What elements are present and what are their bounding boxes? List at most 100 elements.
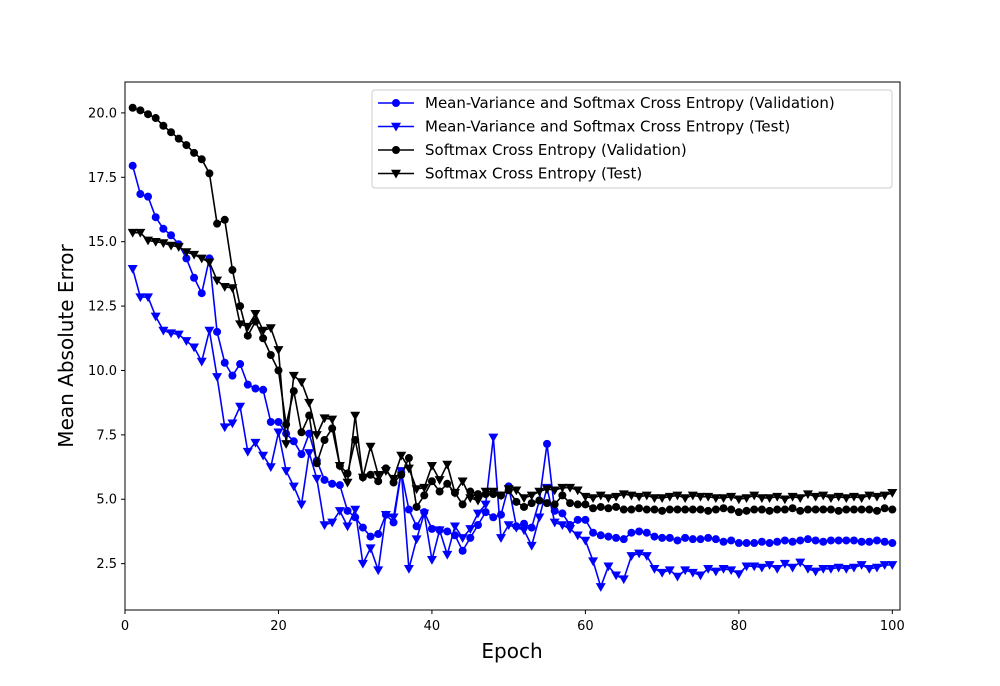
data-point: [680, 494, 691, 503]
data-point: [856, 561, 867, 570]
data-point: [780, 505, 789, 514]
data-point: [173, 330, 184, 340]
data-point: [511, 523, 522, 533]
data-point: [641, 491, 652, 501]
data-point: [412, 502, 421, 511]
data-point: [773, 537, 782, 546]
data-point: [688, 535, 697, 544]
data-point: [304, 449, 315, 458]
data-point: [802, 490, 813, 500]
data-point: [527, 499, 536, 508]
data-point: [182, 254, 191, 263]
data-point: [419, 483, 430, 493]
data-point: [289, 437, 298, 446]
data-point: [749, 491, 760, 501]
data-point: [166, 241, 177, 251]
data-point: [297, 428, 306, 437]
data-point: [696, 505, 705, 514]
data-point: [549, 518, 560, 528]
data-point: [511, 486, 522, 496]
data-point: [190, 273, 199, 282]
data-point: [265, 463, 276, 473]
data-point: [144, 192, 153, 201]
data-point: [481, 508, 490, 517]
data-point: [128, 161, 137, 170]
data-point: [581, 515, 590, 524]
y-tick-label: 15.0: [88, 235, 117, 250]
data-point: [543, 439, 552, 448]
data-point: [135, 228, 146, 238]
data-point: [642, 505, 651, 514]
data-point: [189, 343, 200, 353]
data-point: [802, 565, 813, 574]
data-point: [665, 505, 674, 514]
data-point: [642, 528, 651, 537]
data-point: [772, 565, 783, 574]
data-point: [167, 231, 176, 240]
data-point: [181, 337, 192, 346]
data-point: [213, 219, 222, 228]
legend-marker: [392, 99, 400, 107]
data-point: [288, 482, 299, 492]
series-4: [127, 228, 898, 506]
data-point: [404, 505, 413, 514]
data-point: [519, 526, 530, 536]
data-point: [558, 491, 567, 500]
data-point: [779, 559, 790, 569]
data-point: [327, 415, 338, 425]
data-point: [296, 500, 307, 510]
data-point: [174, 134, 183, 143]
data-point: [742, 539, 751, 548]
data-point: [764, 561, 775, 570]
data-point: [449, 489, 460, 498]
data-point: [619, 505, 628, 514]
data-point: [151, 114, 160, 123]
legend-marker: [392, 146, 400, 154]
data-point: [128, 103, 137, 112]
data-point: [772, 492, 783, 502]
data-point: [819, 505, 828, 514]
data-point: [603, 562, 614, 572]
data-point: [136, 106, 145, 115]
data-point: [733, 570, 744, 579]
data-point: [204, 326, 215, 336]
data-point: [757, 537, 766, 546]
series-line: [131, 268, 893, 588]
data-point: [857, 505, 866, 514]
data-point: [503, 521, 514, 531]
data-point: [320, 475, 329, 484]
data-point: [205, 169, 214, 178]
data-point: [604, 504, 613, 513]
data-point: [718, 565, 729, 574]
data-point: [388, 513, 399, 523]
data-point: [219, 423, 230, 433]
data-point: [589, 528, 598, 537]
data-point: [480, 487, 491, 497]
data-point: [266, 351, 275, 360]
data-point: [811, 536, 820, 545]
data-point: [657, 494, 668, 503]
data-point: [227, 284, 238, 294]
data-point: [258, 326, 269, 336]
data-point: [328, 479, 337, 488]
data-point: [135, 293, 146, 303]
data-point: [334, 507, 345, 516]
data-point: [573, 500, 582, 509]
data-point: [818, 565, 829, 574]
data-point: [664, 492, 675, 502]
data-point: [764, 494, 775, 503]
data-point: [864, 491, 875, 501]
data-point: [795, 558, 806, 568]
data-point: [236, 360, 245, 369]
data-point: [266, 417, 275, 426]
y-tick-label: 10.0: [88, 364, 117, 379]
data-point: [420, 491, 429, 500]
data-point: [373, 566, 384, 576]
data-point: [411, 535, 422, 545]
data-point: [756, 494, 767, 503]
data-point: [304, 398, 315, 408]
data-point: [650, 532, 659, 541]
data-point: [672, 491, 683, 501]
data-point: [557, 521, 568, 531]
data-point: [635, 527, 644, 536]
